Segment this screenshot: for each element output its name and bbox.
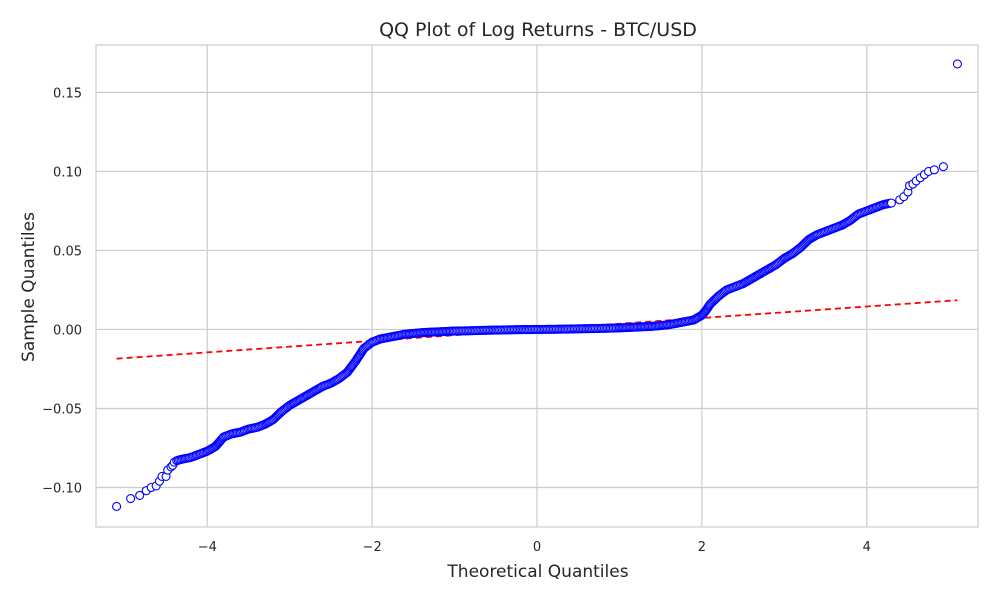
data-point bbox=[135, 490, 145, 500]
y-axis-label: Sample Quantiles bbox=[19, 212, 39, 362]
x-axis-label: Theoretical Quantiles bbox=[446, 562, 628, 582]
x-tick-label: 4 bbox=[863, 540, 871, 555]
x-tick-label: 0 bbox=[533, 540, 541, 555]
data-point bbox=[952, 59, 962, 69]
y-tick-label: 0.15 bbox=[53, 86, 82, 101]
y-tick-label: 0.10 bbox=[53, 165, 82, 180]
data-point bbox=[886, 198, 896, 208]
y-tick-label: −0.05 bbox=[42, 402, 82, 417]
plot-frame bbox=[95, 44, 979, 528]
y-tick-label: 0.00 bbox=[53, 323, 82, 338]
y-tick-label: 0.05 bbox=[53, 244, 82, 259]
y-tick-labels: −0.10 −0.05 0.00 0.05 0.10 0.15 bbox=[42, 86, 82, 496]
data-point bbox=[929, 165, 939, 175]
x-tick-label: −2 bbox=[363, 540, 382, 555]
y-tick-label: −0.10 bbox=[42, 481, 82, 496]
data-point bbox=[938, 162, 948, 172]
chart-title: QQ Plot of Log Returns - BTC/USD bbox=[379, 19, 697, 41]
data-point bbox=[126, 494, 136, 504]
grid-lines bbox=[96, 45, 978, 527]
x-tick-label: 2 bbox=[698, 540, 706, 555]
x-tick-label: −4 bbox=[198, 540, 217, 555]
x-tick-labels: −4 −2 0 2 4 bbox=[198, 540, 871, 555]
data-points bbox=[112, 59, 962, 512]
data-point bbox=[112, 501, 122, 512]
